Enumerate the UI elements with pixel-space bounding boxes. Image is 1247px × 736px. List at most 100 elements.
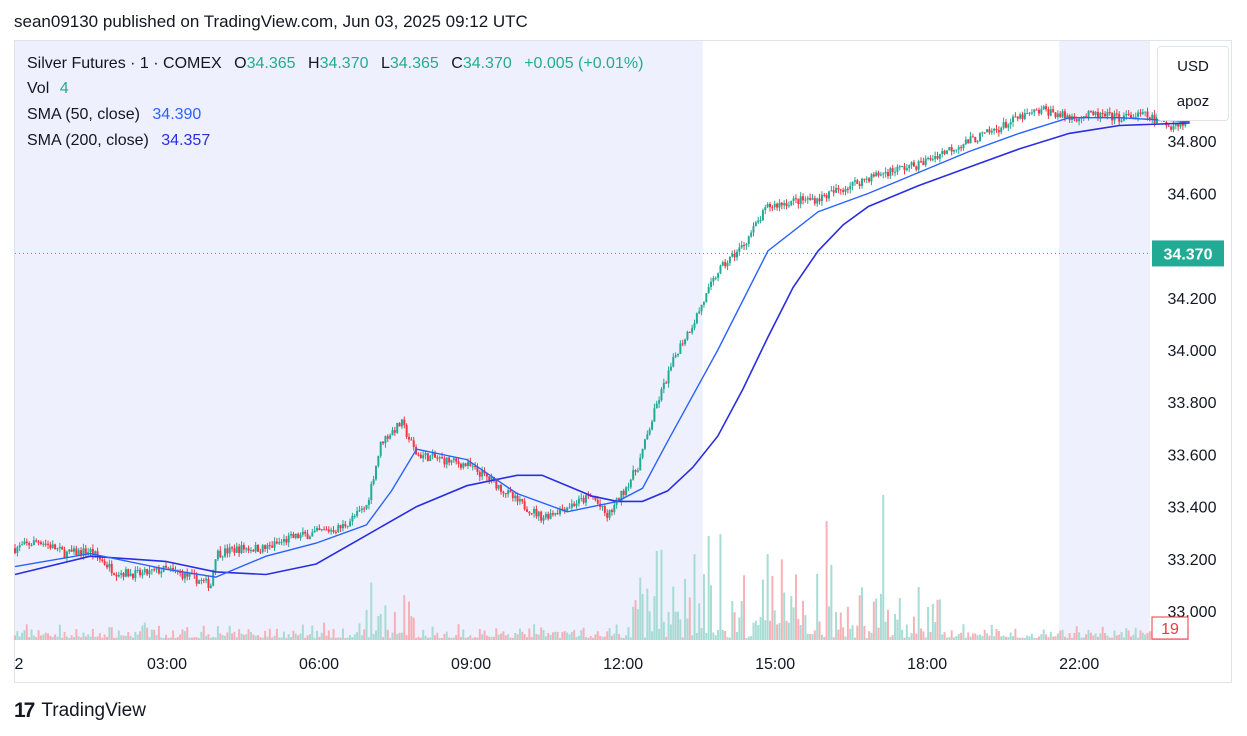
candle-body [89,548,92,553]
volume-bar [886,609,889,640]
candle-body [950,147,953,152]
candle-body [589,496,592,498]
volume-bar [792,607,795,640]
candle-body [1056,113,1059,118]
candle-body [39,542,42,545]
candle-body [228,547,231,554]
volume-bar [141,625,144,640]
candle-body [1028,112,1031,114]
candle-body [891,168,894,172]
volume-bar [877,627,880,640]
candle-body [943,150,946,154]
candle-body [731,253,734,257]
volume-bar [148,637,151,640]
volume-bar [339,637,342,640]
candle-body [1106,112,1109,117]
candle-body [334,531,337,533]
candle-body [316,528,319,531]
volume-bar [674,611,677,640]
volume-bar [747,636,750,640]
volume-bar [23,630,26,640]
volume-bar [509,637,512,640]
candle-body [330,530,333,532]
candle-body [358,510,361,512]
candle-body [839,189,842,191]
candle-body [431,453,434,456]
volume-bar [471,637,474,640]
candle-body [219,550,222,558]
candle-body [306,533,309,539]
candle-body [610,510,613,512]
x-tick-label: 09:00 [451,656,491,673]
volume-bar [179,634,182,640]
candle-body [1099,112,1102,119]
volume-bar [915,633,918,640]
volume-bar [761,579,764,640]
legend-sma50-row[interactable]: SMA (50, close) 34.390 [27,106,201,124]
candle-body [77,550,80,556]
volume-bar [47,633,50,640]
candle-body [818,198,821,202]
volume-bar [264,630,267,640]
volume-bar [882,495,885,640]
candle-body [172,567,175,570]
candle-body [365,504,368,509]
volume-bar [832,637,835,640]
volume-bar [655,550,658,640]
volume-bar [169,637,172,640]
footer-brand[interactable]: 17 TradingView [14,699,146,723]
volume-bar [195,637,198,640]
volume-bar [441,637,444,640]
candle-body [537,511,540,517]
candle-body [934,156,937,160]
volume-bar [707,536,710,640]
x-tick-label: 06:00 [299,656,339,673]
currency-unit-badge[interactable]: USD apoz [1157,46,1229,121]
volume-bar [1002,635,1005,640]
candle-body [56,548,59,550]
candle-body [122,573,125,577]
volume-bar [344,637,347,640]
candle-body [183,572,186,579]
candle-body [313,530,316,533]
candle-body [573,503,576,506]
candle-body [327,529,330,532]
candle-body [212,571,215,586]
volume-bar [629,637,632,640]
volume-bar [1089,632,1092,640]
candle-body [948,147,951,151]
candle-body [547,513,550,519]
candle-body [459,463,462,468]
volume-bar [146,627,149,640]
volume-bar [431,626,434,640]
candle-body [1120,120,1123,122]
candle-body [412,440,415,447]
candle-body [129,573,132,577]
volume-bar [917,587,920,640]
candle-body [761,210,764,221]
volume-bar [327,630,330,640]
candle-body [688,331,691,333]
y-tick-label: 34.600 [1168,186,1217,203]
volume-bar [346,637,349,640]
candle-body [282,539,285,542]
candle-body [931,159,934,161]
candle-body [32,540,35,546]
volume-bar [485,635,488,640]
volume-bar [82,632,85,640]
candle-body [698,311,701,314]
volume-bar [950,630,953,640]
candle-body [655,403,658,409]
volume-bar [157,625,160,640]
candle-body [584,495,587,503]
candle-body [816,198,819,204]
legend-sma200-row[interactable]: SMA (200, close) 34.357 [27,132,210,150]
candle-body [504,493,507,495]
candle-body [1042,106,1045,110]
volume-bar [990,625,993,640]
candle-body [422,455,425,459]
candle-body [181,572,184,579]
candle-body [853,180,856,182]
volume-bar [483,630,486,640]
